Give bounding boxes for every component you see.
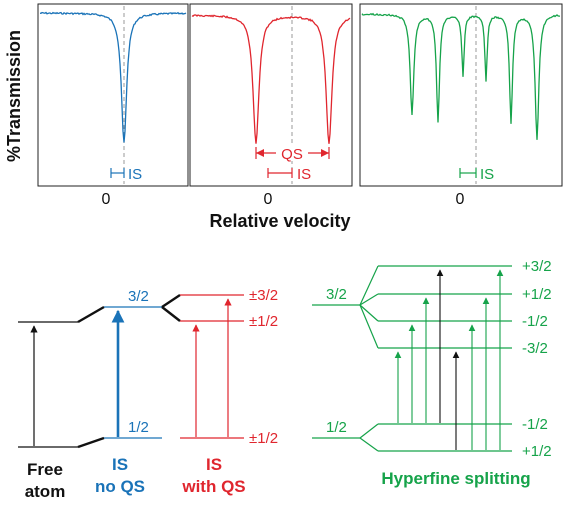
is-no-qs-upper-label: 3/2	[128, 288, 149, 305]
is-with-qs-upper-b-label: ±1/2	[249, 313, 278, 330]
panel-1-is-label: IS	[128, 166, 142, 183]
is-with-qs-upper-a-label: ±3/2	[249, 287, 278, 304]
hyperfine-levels	[312, 265, 512, 452]
hyperfine-upper-sublevel-3: -1/2	[522, 313, 548, 330]
panel-3-zero-tick: 0	[456, 191, 465, 208]
is-with-qs-levels	[180, 294, 244, 439]
spectrum-panel-2: QS IS 0	[189, 3, 353, 208]
hyperfine-upper-sublevel-1: +3/2	[522, 258, 552, 275]
panel-1-is-marker	[110, 168, 125, 178]
hyperfine-upper-left-label: 3/2	[326, 286, 347, 303]
hyperfine-caption: Hyperfine splitting	[381, 469, 530, 488]
is-no-qs-levels	[104, 294, 181, 439]
is-with-qs-caption-line1: IS	[206, 455, 222, 474]
spectrum-panel-3: IS 0	[359, 3, 563, 208]
y-axis-title: %Transmission	[4, 30, 24, 162]
is-no-qs-caption-line1: IS	[112, 455, 128, 474]
is-with-qs-caption-line2: with QS	[181, 477, 245, 496]
panel-1-frame	[37, 3, 189, 187]
panel-2-is-label: IS	[297, 166, 311, 183]
free-atom-levels	[18, 305, 105, 449]
panel-1-zero-tick: 0	[102, 191, 111, 208]
hyperfine-upper-sublevel-4: -3/2	[522, 340, 548, 357]
hyperfine-upper-sublevel-2: +1/2	[522, 286, 552, 303]
is-with-qs-lower-label: ±1/2	[249, 430, 278, 447]
panel-3-is-marker	[459, 168, 477, 178]
is-no-qs-lower-label: 1/2	[128, 419, 149, 436]
hyperfine-lower-sublevel-2: +1/2	[522, 443, 552, 460]
panel-2-zero-tick: 0	[264, 191, 273, 208]
hyperfine-lower-left-label: 1/2	[326, 419, 347, 436]
panel-2-spectrum-curve	[191, 14, 351, 144]
is-no-qs-caption-line2: no QS	[95, 477, 145, 496]
panel-3-is-label: IS	[480, 166, 494, 183]
hyperfine-lower-sublevel-1: -1/2	[522, 416, 548, 433]
panel-3-spectrum-curve	[361, 12, 560, 140]
panel-2-is-marker	[267, 168, 293, 178]
panel-2-qs-label-bg	[276, 143, 308, 161]
panel-1-spectrum-curve	[39, 11, 187, 143]
panel-2-frame	[189, 3, 353, 187]
panel-3-frame	[359, 3, 563, 187]
free-atom-caption-line1: Free	[27, 460, 63, 479]
panel-2-qs-label: QS	[281, 146, 303, 163]
free-atom-caption-line2: atom	[25, 482, 66, 501]
x-axis-title: Relative velocity	[209, 211, 350, 231]
spectrum-panel-1: IS 0	[37, 3, 189, 208]
